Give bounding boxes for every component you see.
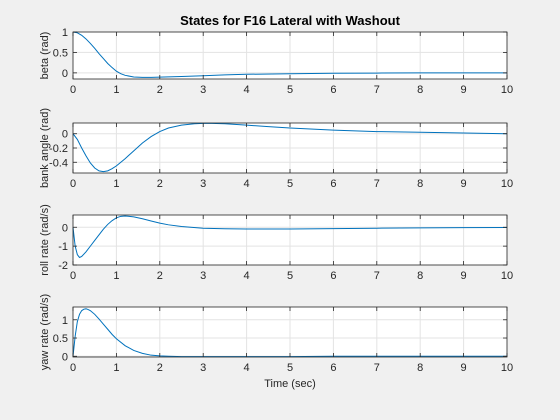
x-axis-label: Time (sec) xyxy=(264,378,316,390)
y-tick-label: -0.2 xyxy=(49,143,68,155)
series-line-1 xyxy=(72,308,507,358)
y-tick-label: 0 xyxy=(62,68,68,80)
x-tick-label: 2 xyxy=(157,270,163,282)
x-tick-label: 3 xyxy=(200,178,206,190)
y-axis-label: bank angle (rad) xyxy=(39,108,51,188)
x-tick-label: 8 xyxy=(417,270,423,282)
x-tick-label: 3 xyxy=(200,84,206,96)
y-tick-label: 0.5 xyxy=(53,47,68,59)
x-tick-label: 0 xyxy=(70,84,76,96)
x-tick-label: 7 xyxy=(374,362,380,374)
x-tick-label: 2 xyxy=(157,362,163,374)
y-tick-label: 0 xyxy=(62,351,68,363)
x-tick-label: 0 xyxy=(70,362,76,374)
series-line-1 xyxy=(72,215,508,259)
x-tick-label: 2 xyxy=(157,178,163,190)
x-tick-label: 5 xyxy=(287,84,293,96)
y-tick-label: 1 xyxy=(62,315,68,327)
subplot-1: 0 1 2 3 4 5 6 7 8 9 10 0 0.5 1 beta (rad) States for F1… xyxy=(39,13,513,96)
y-tick-label: 1 xyxy=(62,27,68,39)
x-tick-label: 7 xyxy=(374,178,380,190)
chart-title: States for F16 Lateral with Washout xyxy=(180,13,401,28)
x-tick-label: 5 xyxy=(287,270,293,282)
x-tick-label: 1 xyxy=(113,84,119,96)
x-tick-label: 1 xyxy=(113,270,119,282)
x-tick-label: 3 xyxy=(200,270,206,282)
x-tick-label: 0 xyxy=(70,178,76,190)
x-tick-label: 8 xyxy=(417,362,423,374)
x-tick-label: 10 xyxy=(501,178,513,190)
y-axis-label: beta (rad) xyxy=(39,32,51,80)
series-line-1 xyxy=(72,122,508,173)
x-tick-label: 8 xyxy=(417,84,423,96)
x-tick-label: 2 xyxy=(157,84,163,96)
x-tick-label: 6 xyxy=(330,362,336,374)
series-line-1 xyxy=(72,31,507,78)
x-tick-label: 4 xyxy=(244,362,250,374)
x-tick-label: 9 xyxy=(461,362,467,374)
y-tick-label: 0 xyxy=(62,222,68,234)
x-tick-label: 9 xyxy=(461,84,467,96)
subplot-4: 0 1 2 3 4 5 6 7 8 9 10 0 0.5 1 yaw rate (rad/s) Time (s… xyxy=(39,294,513,390)
x-tick-label: 1 xyxy=(113,178,119,190)
x-tick-label: 3 xyxy=(200,362,206,374)
y-tick-label: 0.5 xyxy=(53,333,68,345)
subplot-3: 0 1 2 3 4 5 6 7 8 9 10 0 -1 -2 roll rate (rad/s) xyxy=(39,204,513,282)
x-tick-label: 4 xyxy=(244,178,250,190)
x-tick-label: 9 xyxy=(461,178,467,190)
x-tick-label: 7 xyxy=(374,270,380,282)
y-tick-label: -2 xyxy=(58,260,68,272)
x-tick-label: 0 xyxy=(70,270,76,282)
x-tick-label: 5 xyxy=(287,178,293,190)
x-tick-label: 6 xyxy=(330,84,336,96)
x-tick-label: 7 xyxy=(374,84,380,96)
x-tick-label: 1 xyxy=(113,362,119,374)
x-tick-label: 4 xyxy=(244,270,250,282)
x-tick-label: 8 xyxy=(417,178,423,190)
x-tick-label: 5 xyxy=(287,362,293,374)
x-tick-label: 6 xyxy=(330,178,336,190)
x-tick-label: 9 xyxy=(461,270,467,282)
y-tick-label: -0.4 xyxy=(49,157,68,169)
x-tick-label: 10 xyxy=(501,270,513,282)
x-tick-label: 4 xyxy=(244,84,250,96)
x-tick-label: 10 xyxy=(501,362,513,374)
y-axis-label: roll rate (rad/s) xyxy=(39,204,51,276)
x-tick-label: 6 xyxy=(330,270,336,282)
y-tick-label: 0 xyxy=(62,129,68,141)
x-tick-label: 10 xyxy=(501,84,513,96)
y-axis-label: yaw rate (rad/s) xyxy=(39,294,51,370)
y-tick-label: -1 xyxy=(58,241,68,253)
